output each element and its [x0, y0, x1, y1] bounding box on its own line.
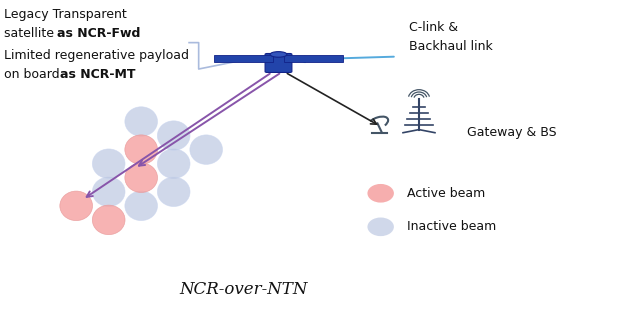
Ellipse shape — [367, 184, 394, 202]
Ellipse shape — [157, 177, 190, 207]
Text: satellite: satellite — [4, 27, 58, 40]
Ellipse shape — [125, 191, 157, 221]
FancyBboxPatch shape — [284, 55, 343, 61]
Ellipse shape — [125, 135, 157, 164]
Text: Gateway & BS: Gateway & BS — [467, 126, 557, 139]
Ellipse shape — [125, 107, 157, 136]
Ellipse shape — [190, 135, 223, 164]
Text: C-link &: C-link & — [410, 21, 458, 34]
Ellipse shape — [92, 205, 125, 235]
Ellipse shape — [157, 121, 190, 150]
Text: on board: on board — [4, 68, 67, 81]
FancyBboxPatch shape — [214, 55, 273, 61]
Text: Inactive beam: Inactive beam — [406, 220, 496, 233]
Ellipse shape — [157, 149, 190, 178]
Ellipse shape — [60, 191, 93, 221]
Ellipse shape — [270, 51, 287, 57]
Ellipse shape — [125, 163, 157, 193]
Text: NCR-over-NTN: NCR-over-NTN — [179, 281, 308, 298]
Text: Backhaul link: Backhaul link — [410, 41, 493, 53]
Text: as NCR-MT: as NCR-MT — [60, 68, 136, 81]
FancyBboxPatch shape — [265, 53, 292, 72]
Ellipse shape — [367, 217, 394, 236]
Text: Legacy Transparent: Legacy Transparent — [4, 8, 127, 22]
Text: as NCR-Fwd: as NCR-Fwd — [57, 27, 140, 40]
Ellipse shape — [92, 177, 125, 207]
Text: Limited regenerative payload: Limited regenerative payload — [4, 49, 189, 62]
Text: Active beam: Active beam — [406, 187, 485, 200]
Ellipse shape — [92, 149, 125, 178]
